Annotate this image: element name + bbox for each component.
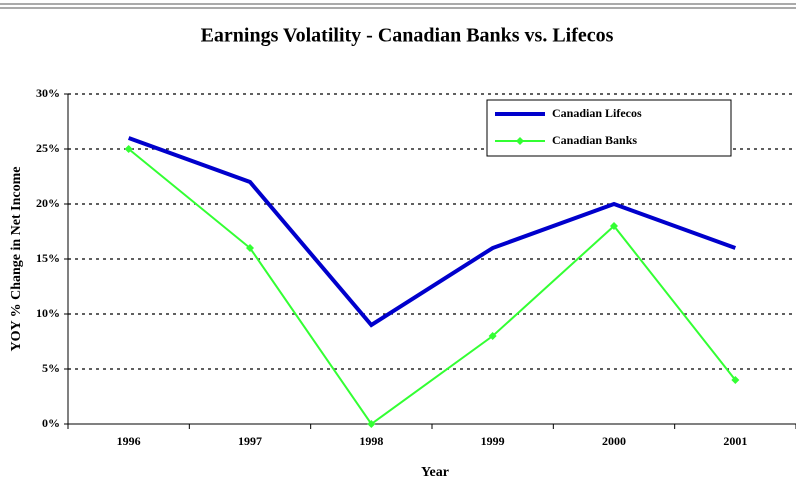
data-point: [610, 222, 618, 230]
x-tick-label: 1998: [359, 434, 383, 448]
y-tick-label: 10%: [36, 306, 60, 320]
legend-label: Canadian Banks: [552, 133, 637, 147]
legend-box: [486, 99, 732, 157]
x-tick-label: 1996: [117, 434, 141, 448]
legend-label: Canadian Lifecos: [552, 106, 642, 120]
series-line: [128, 148, 737, 426]
y-tick-label: 30%: [36, 86, 60, 100]
x-axis-title: Year: [421, 465, 449, 480]
x-tick-label: 2000: [602, 434, 626, 448]
series-line: [127, 136, 737, 328]
data-point: [731, 376, 740, 384]
y-tick-label: 20%: [36, 196, 60, 210]
chart-title: Earnings Volatility - Canadian Banks vs.…: [201, 25, 614, 47]
data-point: [488, 332, 497, 340]
y-tick-label: 5%: [42, 361, 60, 375]
x-tick-label: 2001: [723, 434, 747, 448]
data-point: [367, 420, 376, 428]
y-tick-label: 25%: [36, 141, 60, 155]
y-axis-title: YOY % Change in Net Income: [9, 167, 24, 352]
data-point: [124, 145, 133, 153]
x-tick-label: 1999: [481, 434, 505, 448]
x-tick-label: 1997: [238, 434, 262, 448]
data-point: [246, 244, 254, 252]
y-tick-label: 15%: [36, 251, 60, 265]
legend-marker: [516, 137, 524, 145]
y-tick-label: 0%: [42, 416, 60, 430]
